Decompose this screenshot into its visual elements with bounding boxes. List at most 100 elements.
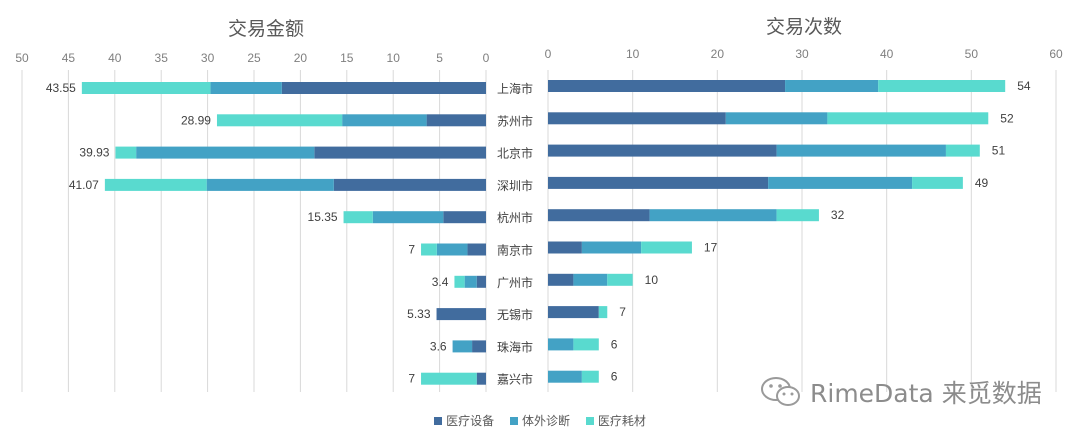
left-x-tick-label: 0 [483, 51, 490, 65]
left-bar-segment [136, 146, 315, 159]
right-x-tick-label: 30 [795, 47, 809, 61]
watermark: RimeData 来觅数据 [760, 374, 1042, 410]
left-bar-segment [421, 243, 437, 256]
legend-label: 医疗设备 [446, 414, 495, 428]
category-label: 南京市 [497, 243, 533, 258]
left-x-tick-label: 40 [108, 51, 122, 65]
right-x-tick-label: 50 [965, 47, 979, 61]
left-x-tick-label: 15 [340, 51, 354, 65]
category-label: 广州市 [497, 275, 533, 290]
left-x-tick-label: 45 [62, 51, 76, 65]
left-bar-segment [210, 82, 282, 94]
right-bar-segment [598, 306, 608, 319]
left-bar-segment [206, 178, 334, 191]
right-bar-segment [725, 112, 828, 125]
right-bar-segment [581, 370, 599, 383]
right-bar-segment [548, 176, 769, 189]
left-bar-segment [115, 146, 137, 159]
left-chart-title: 交易金额 [228, 18, 305, 40]
right-bar-segment [945, 144, 980, 157]
left-bar-segment [216, 114, 343, 127]
right-data-label: 49 [975, 176, 989, 190]
legend-item-equipment: 医疗设备 [434, 412, 494, 429]
right-bar-segment [548, 306, 599, 319]
left-data-label: 28.99 [181, 113, 211, 127]
left-bar-segment [342, 114, 427, 127]
right-data-label: 52 [1000, 111, 1014, 125]
right-data-label: 10 [645, 273, 659, 287]
right-bar-segment [878, 80, 1006, 92]
right-data-label: 32 [831, 208, 845, 222]
right-bar-segment [548, 144, 777, 157]
category-label: 北京市 [497, 146, 533, 161]
right-bar-segment [573, 273, 608, 286]
left-data-label: 5.33 [407, 307, 431, 321]
left-data-label: 7 [408, 372, 415, 386]
right-bar-segment [548, 338, 574, 351]
right-bar-segment [768, 176, 913, 189]
right-bar-segment [573, 338, 599, 351]
left-bar-segment [333, 178, 486, 191]
left-bar-segment [372, 211, 444, 224]
right-bar-segment [548, 112, 726, 125]
right-bar-segment [548, 273, 574, 286]
left-bar-segment [443, 211, 486, 224]
left-bar-segment [472, 340, 486, 353]
right-data-label: 6 [611, 370, 618, 384]
left-x-tick-label: 5 [436, 51, 443, 65]
left-bar-segment [467, 243, 486, 256]
legend-item-ivd: 体外诊断 [509, 412, 570, 429]
right-bar-segment [548, 370, 582, 383]
right-bar-segment [548, 80, 786, 92]
left-bar-segment [104, 178, 207, 191]
left-bar-segment [281, 82, 486, 94]
left-data-label: 43.55 [46, 81, 76, 95]
right-bar-segment [785, 80, 879, 92]
left-bar-segment [452, 340, 473, 353]
legend: 医疗设备 体外诊断 医疗耗材 [0, 412, 1080, 429]
left-x-tick-label: 10 [387, 51, 401, 65]
category-label: 上海市 [497, 81, 533, 96]
left-x-tick-label: 50 [15, 51, 29, 65]
left-bar-segment [476, 372, 486, 385]
left-bar-segment [476, 275, 486, 288]
legend-label: 体外诊断 [521, 414, 570, 428]
left-bar-segment [436, 308, 486, 321]
left-x-tick-label: 35 [155, 51, 169, 65]
right-data-label: 7 [619, 305, 626, 319]
category-label: 珠海市 [497, 339, 533, 354]
right-data-label: 54 [1017, 79, 1031, 93]
legend-swatch [434, 417, 443, 425]
right-x-tick-label: 10 [626, 47, 640, 61]
left-bar-segment [454, 275, 465, 288]
right-chart-title: 交易次数 [766, 16, 843, 38]
left-data-label: 3.4 [432, 275, 449, 289]
left-bar-segment [421, 372, 477, 385]
left-data-label: 39.93 [79, 146, 109, 160]
right-x-tick-label: 0 [545, 47, 552, 61]
right-bar-segment [641, 241, 692, 254]
category-label: 深圳市 [497, 178, 533, 193]
legend-swatch [585, 417, 594, 425]
right-data-label: 17 [704, 241, 718, 255]
legend-label: 医疗耗材 [597, 414, 646, 428]
right-bar-segment [912, 176, 963, 189]
legend-item-consumables: 医疗耗材 [585, 412, 646, 429]
right-bar-segment [581, 241, 642, 254]
legend-swatch [509, 417, 518, 425]
right-bar-segment [649, 209, 777, 222]
left-x-tick-label: 20 [294, 51, 308, 65]
left-data-label: 15.35 [308, 210, 338, 224]
right-bar-segment [607, 273, 633, 286]
right-bar-segment [776, 144, 946, 157]
left-data-label: 7 [408, 243, 415, 257]
right-data-label: 6 [611, 337, 618, 351]
left-bar-segment [436, 243, 468, 256]
left-bar-segment [426, 114, 486, 127]
right-x-tick-label: 40 [880, 47, 894, 61]
watermark-text: RimeData 来觅数据 [810, 379, 1042, 408]
category-label: 杭州市 [497, 210, 533, 225]
left-data-label: 3.6 [430, 339, 447, 353]
